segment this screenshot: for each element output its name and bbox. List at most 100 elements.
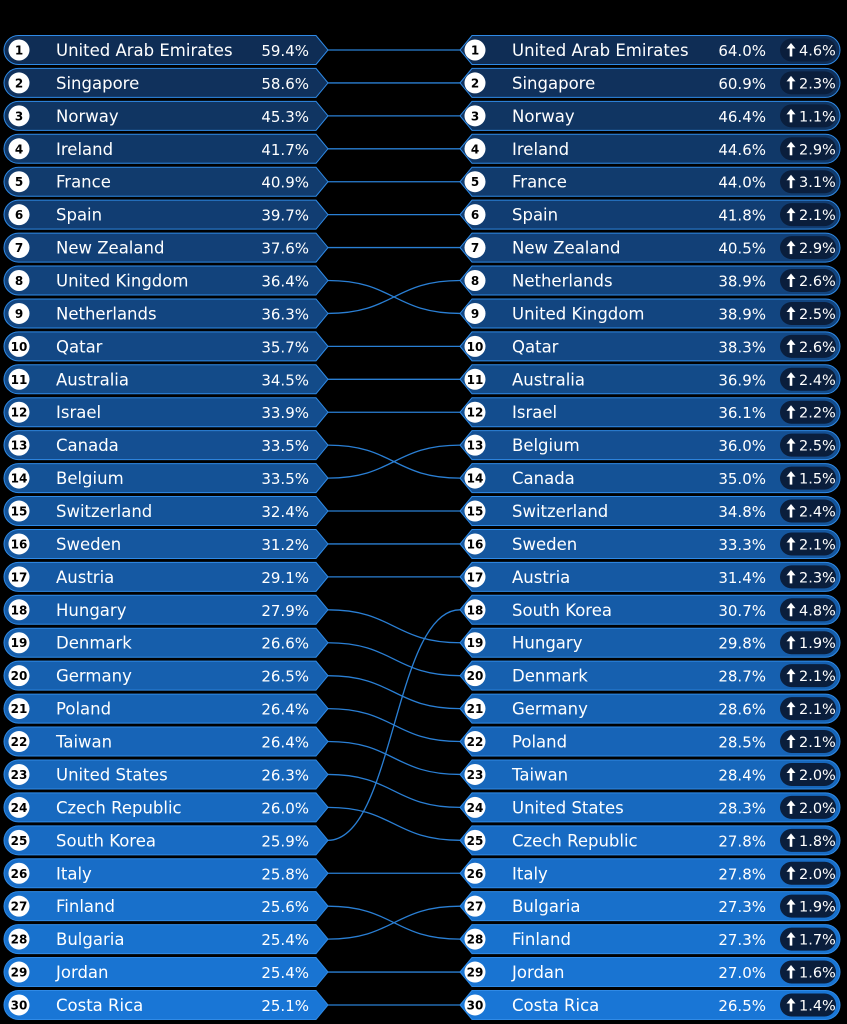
value-label: 26.3%	[261, 766, 309, 784]
country-label: Austria	[56, 568, 114, 587]
left-row: 4 Ireland 41.7%	[3, 133, 329, 164]
rank-circle	[8, 204, 30, 226]
row-bar	[3, 989, 329, 1020]
change-label: 2.6%	[799, 340, 836, 356]
rank-circle	[464, 862, 486, 884]
rank-circle	[8, 302, 30, 324]
change-badge	[780, 762, 836, 786]
left-row: 30 Costa Rica 25.1%	[3, 989, 329, 1020]
left-row: 17 Austria 29.1%	[3, 561, 329, 592]
value-label: 25.9%	[261, 832, 309, 850]
row-bar	[459, 957, 841, 988]
left-row: 6 Spain 39.7%	[3, 199, 329, 230]
up-arrow-icon	[786, 866, 796, 880]
country-label: Czech Republic	[512, 831, 638, 850]
rank-label: 21	[467, 702, 484, 716]
change-badge	[780, 828, 836, 852]
rank-circle	[8, 665, 30, 687]
rank-circle	[464, 665, 486, 687]
rank-label: 4	[15, 142, 23, 156]
left-row: 21 Poland 26.4%	[3, 693, 329, 724]
rank-circle	[464, 566, 486, 588]
change-badge	[780, 960, 836, 984]
rank-circle	[464, 895, 486, 917]
country-label: New Zealand	[56, 239, 164, 258]
rank-label: 6	[471, 208, 479, 222]
left-row: 13 Canada 33.5%	[3, 430, 329, 461]
change-label: 1.4%	[799, 998, 836, 1014]
rank-label: 28	[11, 933, 28, 947]
country-label: Netherlands	[512, 272, 613, 291]
row-bar	[459, 232, 841, 263]
value-label: 36.3%	[261, 305, 309, 323]
rank-circle	[8, 401, 30, 423]
country-label: United States	[512, 798, 624, 817]
rank-circle	[464, 994, 486, 1016]
rank-label: 18	[11, 603, 28, 617]
rank-label: 29	[11, 966, 28, 980]
value-label: 31.4%	[718, 569, 766, 587]
rank-circle	[8, 994, 30, 1016]
rank-label: 24	[11, 801, 28, 815]
value-label: 35.7%	[261, 338, 309, 356]
change-badge	[780, 631, 836, 655]
change-badge	[780, 269, 836, 293]
up-arrow-icon	[786, 438, 796, 452]
up-arrow-icon	[786, 997, 796, 1012]
value-label: 25.4%	[261, 931, 309, 949]
country-label: Belgium	[56, 469, 124, 488]
rank-label: 8	[471, 274, 479, 288]
change-badge	[780, 137, 836, 161]
rank-label: 14	[467, 472, 484, 486]
value-label: 40.5%	[718, 240, 766, 258]
rank-circle	[464, 599, 486, 621]
right-row: 3 Norway 46.4% 1.1%	[459, 100, 841, 131]
connector-line	[327, 905, 461, 940]
row-bar	[3, 35, 329, 65]
right-row: 7 New Zealand 40.5% 2.9%	[459, 232, 841, 263]
value-label: 59.4%	[261, 42, 309, 60]
row-bar	[459, 627, 841, 658]
country-label: Hungary	[56, 601, 127, 620]
row-bar	[459, 463, 841, 494]
country-label: Australia	[512, 370, 585, 389]
rank-circle	[464, 434, 486, 456]
row-bar	[3, 331, 329, 362]
rank-circle	[464, 237, 486, 259]
value-label: 27.8%	[718, 832, 766, 850]
connector-line	[327, 609, 461, 644]
row-bar	[459, 989, 841, 1020]
change-badge	[780, 38, 836, 62]
country-label: Denmark	[512, 667, 588, 686]
up-arrow-icon	[786, 108, 796, 123]
country-label: Bulgaria	[56, 930, 124, 949]
row-bar	[3, 858, 329, 889]
country-label: United States	[56, 765, 168, 784]
rank-circle	[8, 829, 30, 851]
rank-circle	[464, 731, 486, 753]
connector-line	[327, 279, 461, 315]
country-label: Poland	[512, 733, 567, 752]
rank-circle	[464, 632, 486, 654]
row-bar	[459, 924, 841, 955]
connector-line	[327, 773, 461, 809]
change-label: 3.1%	[799, 175, 836, 191]
rank-label: 20	[467, 669, 484, 683]
value-label: 28.5%	[718, 734, 766, 752]
right-row: 25 Czech Republic 27.8% 1.8%	[459, 825, 841, 856]
row-bar	[459, 759, 841, 790]
change-badge	[780, 466, 836, 490]
rank-circle	[464, 533, 486, 555]
up-arrow-icon	[786, 536, 796, 551]
left-row: 5 France 40.9%	[3, 166, 329, 197]
country-label: Norway	[56, 107, 119, 126]
value-label: 58.6%	[261, 75, 309, 93]
row-bar	[459, 133, 841, 164]
rank-circle	[464, 698, 486, 720]
change-badge	[780, 71, 836, 95]
row-bar	[459, 67, 841, 98]
country-label: Belgium	[512, 436, 580, 455]
rank-circle	[8, 434, 30, 456]
change-label: 2.3%	[799, 76, 836, 92]
change-label: 2.2%	[799, 406, 836, 422]
